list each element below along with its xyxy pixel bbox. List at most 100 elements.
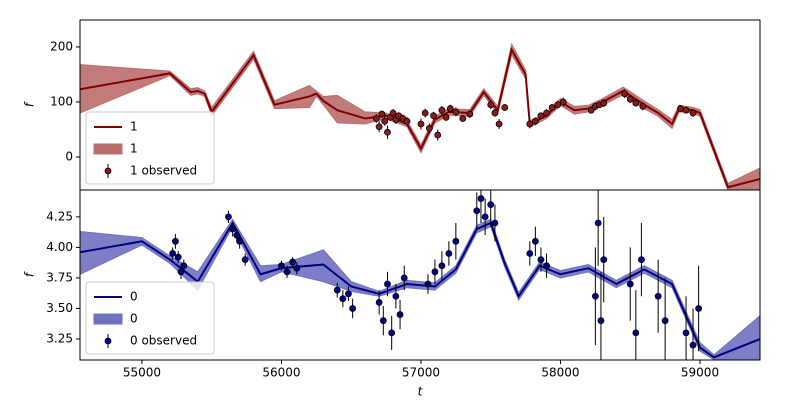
x-tick-label: 55000 (123, 366, 161, 380)
observed-point (379, 317, 387, 325)
observed-point (384, 280, 391, 288)
observed-point (554, 101, 562, 109)
observed-point (682, 329, 690, 337)
observed-point (424, 280, 432, 288)
observed-point (487, 201, 495, 209)
observed-point (339, 295, 347, 303)
observed-point (682, 106, 690, 114)
legend-marker (104, 337, 112, 345)
observed-point (438, 106, 446, 114)
observed-point (384, 128, 391, 136)
y-tick-label: 100 (50, 94, 73, 108)
observed-point (333, 286, 341, 294)
mean-line (80, 46, 760, 189)
observed-point (587, 106, 595, 114)
observed-point (477, 195, 485, 202)
observed-point (381, 117, 389, 125)
observed-point (473, 207, 481, 215)
x-tick-label: 57000 (402, 366, 440, 380)
observed-point (626, 280, 634, 288)
observed-point (459, 115, 467, 122)
observed-point (548, 104, 556, 111)
observed-point (430, 112, 437, 120)
observed-point (378, 110, 386, 118)
observed-point (638, 256, 645, 264)
observed-point (425, 124, 433, 132)
observed-point (233, 231, 241, 239)
observed-point (442, 113, 450, 121)
observed-point (537, 112, 545, 120)
observed-point (241, 256, 249, 264)
axes-frame (79, 189, 761, 361)
observed-point (543, 262, 550, 270)
observed-point (446, 105, 454, 112)
legend-box (85, 281, 215, 355)
y-tick-label: 3.75 (46, 270, 73, 284)
observed-point (372, 115, 380, 122)
legend-box (85, 111, 215, 185)
observed-point (431, 268, 439, 276)
observed-point (417, 120, 425, 128)
legend-label: 0 (130, 290, 138, 304)
observed-point (481, 213, 489, 221)
observed-point (487, 101, 495, 109)
observed-point (689, 109, 697, 117)
x-tick-label: 56000 (262, 366, 300, 380)
observed-point (466, 110, 474, 118)
x-tick-label: 59000 (681, 366, 719, 380)
observed-point (396, 311, 404, 318)
legend-label: 0 (130, 312, 138, 326)
observed-point (654, 292, 662, 300)
legend: 1 1 1 observed (85, 111, 215, 185)
observed-point (403, 117, 411, 125)
legend-patch (93, 143, 123, 155)
x-axis-label: t (418, 385, 424, 399)
y-tick-label: 3.50 (46, 301, 73, 315)
legend-marker (104, 167, 112, 175)
observed-point (172, 237, 179, 245)
observed-point (621, 90, 629, 98)
observed-point (695, 305, 703, 312)
y-axis-label: f (23, 271, 37, 277)
plot-area (80, 190, 760, 360)
observed-point (632, 329, 640, 337)
observed-point (434, 131, 442, 139)
legend-label: 1 (130, 120, 138, 134)
observed-point (597, 317, 605, 325)
observed-point (626, 95, 634, 103)
observed-point (491, 109, 499, 117)
observed-point (438, 262, 446, 270)
y-tick-label: 4.25 (46, 209, 73, 223)
observed-point (661, 317, 669, 325)
observed-point (531, 237, 539, 245)
observed-point (600, 99, 608, 107)
legend: 0 0 0 observed (85, 281, 215, 355)
observed-point (531, 117, 539, 125)
observed-point (559, 98, 567, 106)
y-tick-label: 4.00 (46, 240, 73, 254)
observed-point (495, 120, 503, 128)
observed-point (400, 274, 408, 282)
observed-point (591, 292, 599, 300)
legend-label: 1 (130, 142, 138, 156)
observed-point (639, 102, 647, 110)
legend-label: 0 observed (130, 334, 197, 348)
y-axis-label: f (23, 101, 37, 107)
plot-area (80, 42, 760, 190)
observed-point (689, 341, 697, 349)
observed-point (452, 108, 460, 116)
y-tick-label: 200 (50, 39, 73, 53)
observed-point (537, 256, 545, 264)
observed-point (349, 305, 357, 312)
observed-point (594, 219, 602, 227)
observed-point (445, 250, 453, 257)
observed-point (543, 109, 550, 117)
observed-point (289, 258, 297, 266)
y-tick-label: 3.25 (46, 331, 73, 345)
observed-point (501, 104, 509, 111)
observed-point (345, 290, 352, 298)
observed-point (283, 268, 291, 276)
observed-point (526, 250, 534, 257)
observed-point (452, 237, 460, 245)
